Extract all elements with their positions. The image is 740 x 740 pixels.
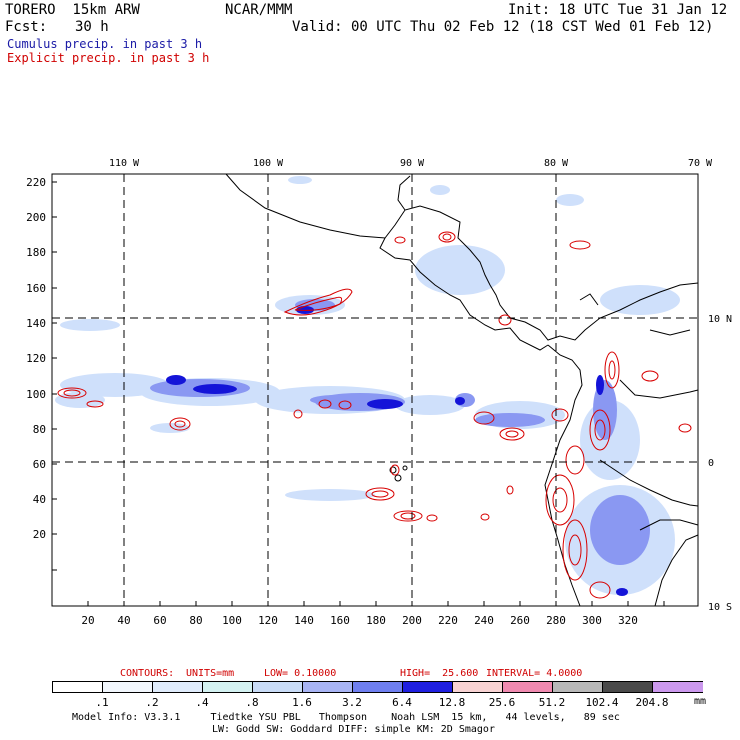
x-tick: 120 — [258, 614, 278, 627]
x-tick: 80 — [189, 614, 202, 627]
x-tick-labels: 20 40 60 80 100 120 140 160 180 200 220 … — [81, 614, 638, 627]
axis-ticks — [52, 181, 665, 606]
y-tick: 200 — [26, 211, 46, 224]
colorbar-label: 51.2 — [538, 696, 566, 709]
explicit-precip-contours — [57, 231, 692, 599]
x-tick: 160 — [330, 614, 350, 627]
colorbar-label: .1 — [95, 696, 109, 709]
y-tick: 40 — [33, 493, 46, 506]
colorbar-swatch — [453, 682, 503, 692]
contours-high: HIGH= 25.600 — [400, 668, 479, 679]
colorbar — [52, 681, 703, 693]
forecast-hours: 30 h — [75, 19, 109, 35]
colorbar-swatch — [153, 682, 203, 692]
y-tick: 160 — [26, 282, 46, 295]
lat-label-10s: 10 S — [708, 602, 732, 613]
x-tick: 60 — [153, 614, 166, 627]
forecast-label: Fcst: — [5, 19, 48, 35]
colorbar-swatch — [303, 682, 353, 692]
colorbar-label: 3.2 — [342, 696, 362, 709]
colorbar-label: 1.6 — [292, 696, 312, 709]
x-tick: 220 — [438, 614, 458, 627]
lon-label-100w: 100 W — [253, 158, 284, 169]
lon-label-70w: 70 W — [688, 158, 713, 169]
model-info-line: Model Info: V3.3.1 Tiedtke YSU PBL Thomp… — [72, 712, 620, 723]
colorbar-label: 25.6 — [488, 696, 516, 709]
contours-units: UNITS=mm — [186, 668, 235, 679]
valid-time: Valid: 00 UTC Thu 02 Feb 12 (18 CST Wed … — [292, 19, 714, 35]
moderate-precip-areas — [150, 299, 650, 565]
x-tick: 40 — [117, 614, 130, 627]
contours-label: CONTOURS: — [120, 668, 175, 679]
lon-label-80w: 80 W — [544, 158, 569, 169]
y-tick: 220 — [26, 176, 46, 189]
colorbar-swatch — [403, 682, 453, 692]
lat-label-0: 0 — [708, 458, 714, 469]
colorbar-swatch — [203, 682, 253, 692]
y-tick: 140 — [26, 317, 46, 330]
colorbar-swatch — [103, 682, 153, 692]
x-tick: 260 — [510, 614, 530, 627]
y-tick: 100 — [26, 388, 46, 401]
colorbar-swatch — [353, 682, 403, 692]
colorbar-label: .8 — [245, 696, 259, 709]
colorbar-unit: mm — [694, 696, 707, 707]
colorbar-swatch — [653, 682, 703, 692]
x-tick: 320 — [618, 614, 638, 627]
colorbar-label: 6.4 — [392, 696, 412, 709]
y-tick: 80 — [33, 423, 46, 436]
y-tick: 20 — [33, 528, 46, 541]
y-tick: 120 — [26, 352, 46, 365]
colorbar-label: .4 — [195, 696, 209, 709]
y-tick: 60 — [33, 458, 46, 471]
x-tick: 200 — [402, 614, 422, 627]
colorbar-label: .2 — [145, 696, 159, 709]
lat-lon-grid — [52, 174, 698, 606]
explicit-precip-label: Explicit precip. in past 3 h — [7, 51, 210, 65]
y-tick-labels: 220 200 180 160 140 120 100 80 60 40 20 — [26, 176, 46, 541]
y-tick: 180 — [26, 246, 46, 259]
x-tick: 280 — [546, 614, 566, 627]
latitude-labels: 10 N 0 10 S — [708, 314, 732, 613]
colorbar-swatch — [53, 682, 103, 692]
x-tick: 100 — [222, 614, 242, 627]
colorbar-swatch — [553, 682, 603, 692]
coastlines — [225, 173, 699, 607]
lat-label-10n: 10 N — [708, 314, 732, 325]
colorbar-swatch — [603, 682, 653, 692]
colorbar-swatch — [503, 682, 553, 692]
colorbar-label: 204.8 — [635, 696, 669, 709]
x-tick: 180 — [366, 614, 386, 627]
x-tick: 240 — [474, 614, 494, 627]
x-tick: 140 — [294, 614, 314, 627]
colorbar-swatch — [253, 682, 303, 692]
colorbar-label: 102.4 — [585, 696, 619, 709]
organization-label: NCAR/MMM — [225, 2, 293, 18]
colorbar-label: 12.8 — [438, 696, 466, 709]
longitude-labels: 110 W 100 W 90 W 80 W 70 W — [109, 158, 713, 169]
lon-label-110w: 110 W — [109, 158, 140, 169]
init-time: Init: 18 UTC Tue 31 Jan 12 — [508, 2, 728, 18]
cumulus-precip-label: Cumulus precip. in past 3 h — [7, 37, 203, 51]
model-name: TORERO 15km ARW — [5, 2, 140, 18]
contours-interval: INTERVAL= 4.0000 — [486, 668, 583, 679]
x-tick: 20 — [81, 614, 94, 627]
lon-label-90w: 90 W — [400, 158, 425, 169]
model-physics-line: LW: Godd SW: Goddard DIFF: simple KM: 2D… — [212, 724, 495, 735]
contours-low: LOW= 0.10000 — [264, 668, 337, 679]
x-tick: 300 — [582, 614, 602, 627]
